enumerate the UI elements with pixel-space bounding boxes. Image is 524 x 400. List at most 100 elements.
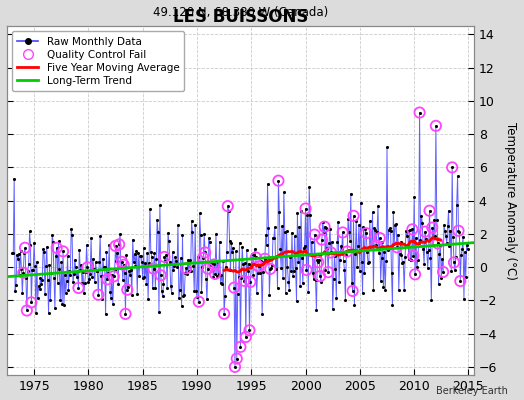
Point xyxy=(280,189,288,196)
Point xyxy=(121,270,129,276)
Point xyxy=(320,224,329,230)
Point xyxy=(70,271,78,277)
Point xyxy=(326,249,335,256)
Point xyxy=(182,265,190,272)
Point xyxy=(252,254,260,261)
Point xyxy=(37,280,46,287)
Point xyxy=(22,274,30,281)
Point xyxy=(245,327,254,334)
Point xyxy=(126,272,134,278)
Point xyxy=(124,283,133,290)
Point xyxy=(159,281,168,287)
Point xyxy=(27,299,36,306)
Point xyxy=(32,258,41,265)
Point xyxy=(303,212,312,218)
Point xyxy=(63,253,72,259)
Point xyxy=(433,240,442,246)
Point xyxy=(214,259,222,265)
Point xyxy=(356,199,365,206)
Point xyxy=(423,265,432,271)
Point xyxy=(102,249,111,256)
Point xyxy=(246,279,255,285)
Point xyxy=(320,224,329,230)
Point xyxy=(425,208,434,214)
Point xyxy=(335,279,343,285)
Point xyxy=(71,264,80,270)
Point xyxy=(66,272,74,278)
Point xyxy=(434,281,443,288)
Point xyxy=(372,242,380,248)
Point xyxy=(389,209,398,216)
Point xyxy=(206,262,215,268)
Point xyxy=(35,283,43,289)
Point xyxy=(188,229,196,235)
Point xyxy=(290,268,298,274)
Point xyxy=(83,264,92,270)
Point xyxy=(266,266,275,272)
Point xyxy=(312,307,321,314)
Point xyxy=(428,224,436,231)
Point xyxy=(242,334,250,340)
Point xyxy=(16,248,25,254)
Point xyxy=(426,254,434,261)
Point xyxy=(170,263,179,270)
Point xyxy=(278,223,286,230)
Point xyxy=(310,231,319,238)
Point xyxy=(448,164,456,171)
Text: 49.120 N, 68.380 W (Canada): 49.120 N, 68.380 W (Canada) xyxy=(153,6,328,19)
Point xyxy=(307,250,315,257)
Point xyxy=(194,298,203,305)
Point xyxy=(244,268,252,274)
Point xyxy=(93,268,102,274)
Point xyxy=(277,265,286,271)
Point xyxy=(376,235,384,241)
Point xyxy=(461,248,469,255)
Point xyxy=(398,260,407,266)
Point xyxy=(59,248,67,254)
Point xyxy=(259,269,267,276)
Point xyxy=(368,209,377,216)
Point xyxy=(209,274,217,280)
Point xyxy=(403,228,412,234)
Point xyxy=(298,254,306,261)
Point xyxy=(235,240,244,246)
Point xyxy=(131,263,139,270)
Point xyxy=(56,297,64,303)
Point xyxy=(324,269,332,275)
Point xyxy=(203,296,211,302)
Point xyxy=(237,274,246,281)
Point xyxy=(47,270,56,276)
Point xyxy=(125,268,133,274)
Point xyxy=(432,123,440,129)
Point xyxy=(231,364,239,370)
Point xyxy=(62,278,71,284)
Point xyxy=(274,285,282,291)
Point xyxy=(160,254,169,260)
Point xyxy=(85,275,93,282)
Point xyxy=(18,290,27,296)
Point xyxy=(113,250,122,256)
Point xyxy=(108,300,117,307)
Point xyxy=(406,257,414,263)
Point xyxy=(386,225,394,232)
Point xyxy=(261,232,270,238)
Point xyxy=(38,277,47,284)
Point xyxy=(105,242,113,248)
Point xyxy=(316,273,324,279)
Point xyxy=(151,284,159,291)
Point xyxy=(304,288,312,295)
Point xyxy=(316,278,325,285)
Point xyxy=(250,252,258,258)
Point xyxy=(21,244,29,251)
Point xyxy=(140,273,149,280)
Point xyxy=(432,123,440,129)
Point xyxy=(239,260,247,267)
Point xyxy=(363,249,372,255)
Point xyxy=(234,274,243,280)
Point xyxy=(350,212,358,219)
Point xyxy=(448,164,456,171)
Point xyxy=(315,257,323,263)
Point xyxy=(192,287,200,294)
Point xyxy=(165,238,173,244)
Point xyxy=(224,203,232,209)
